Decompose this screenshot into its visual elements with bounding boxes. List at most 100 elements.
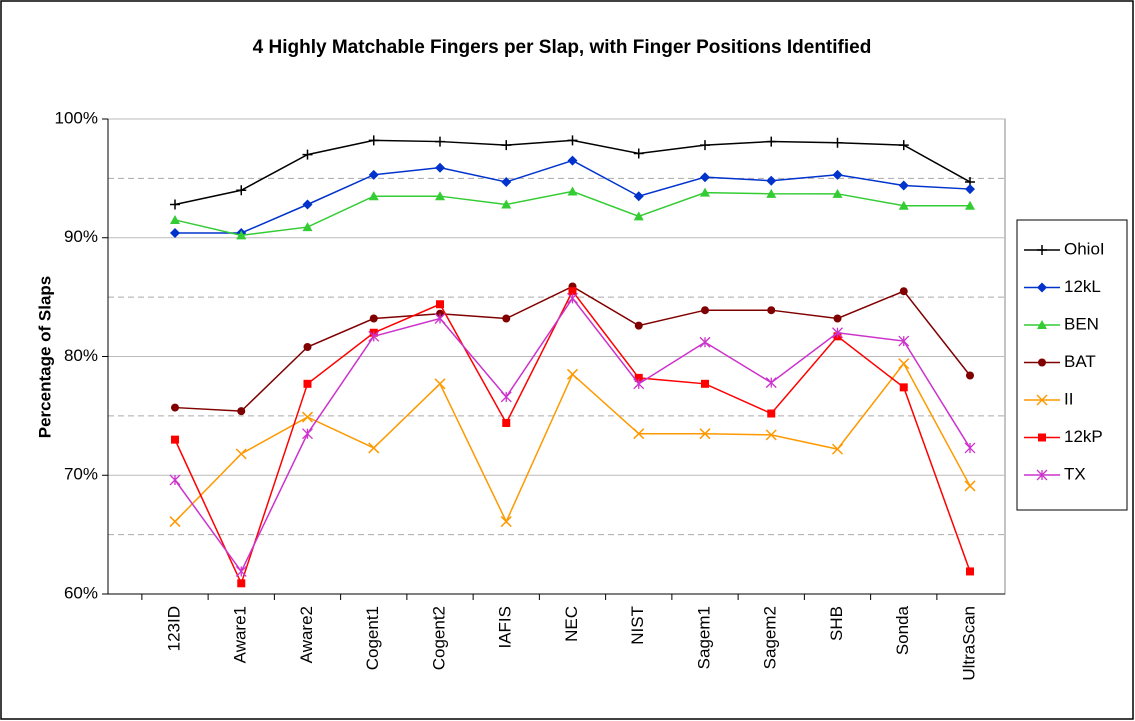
x-tick-label: UltraScan — [959, 606, 978, 681]
marker — [833, 314, 842, 323]
marker — [1037, 282, 1047, 293]
marker — [434, 313, 446, 324]
marker — [501, 176, 512, 187]
marker — [832, 188, 843, 198]
marker — [368, 135, 379, 146]
legend-box — [1016, 219, 1128, 511]
marker — [964, 442, 976, 454]
marker — [567, 155, 578, 166]
marker — [302, 199, 313, 210]
marker — [1038, 433, 1046, 442]
marker — [767, 306, 776, 315]
marker — [235, 448, 247, 460]
marker — [1037, 320, 1047, 329]
marker — [898, 200, 909, 210]
marker — [765, 429, 777, 441]
x-tick-label: Aware1 — [231, 606, 250, 663]
y-tick-label: 100% — [55, 108, 98, 127]
x-tick-label: 123ID — [164, 606, 183, 651]
marker — [368, 442, 380, 454]
marker — [567, 292, 578, 304]
x-tick-label: Cogent1 — [363, 606, 382, 670]
marker — [898, 358, 910, 370]
marker — [633, 378, 645, 390]
y-tick-label: 80% — [64, 346, 98, 365]
marker — [500, 391, 512, 403]
marker — [1036, 469, 1048, 481]
marker — [237, 407, 246, 416]
x-tick-label: IAFIS — [496, 606, 515, 649]
marker — [765, 377, 777, 389]
marker — [1037, 245, 1047, 255]
marker — [171, 403, 179, 412]
marker — [832, 327, 843, 339]
x-tick-label: Cogent2 — [429, 606, 448, 670]
marker — [700, 187, 710, 197]
marker — [832, 137, 843, 148]
marker — [236, 230, 247, 240]
marker — [701, 306, 709, 315]
marker — [633, 148, 644, 159]
y-axis-label: Percentage of Slaps — [35, 276, 54, 439]
marker — [368, 191, 379, 201]
marker — [634, 321, 643, 330]
marker — [831, 443, 844, 455]
y-tick-label: 60% — [64, 583, 98, 602]
marker — [701, 379, 709, 388]
marker — [369, 314, 378, 323]
marker — [436, 300, 444, 309]
y-tick-label: 90% — [64, 227, 98, 246]
marker — [302, 222, 313, 232]
marker — [966, 567, 974, 576]
marker — [303, 343, 312, 351]
marker — [302, 428, 313, 440]
marker — [170, 214, 180, 224]
x-tick-label: Aware2 — [297, 606, 316, 663]
marker — [766, 188, 777, 198]
marker — [898, 140, 909, 151]
marker — [368, 169, 379, 180]
legend-label: II — [1064, 389, 1073, 408]
marker — [767, 409, 776, 418]
legend-label: BEN — [1064, 314, 1099, 333]
marker — [303, 379, 312, 388]
legend-label: OhioI — [1064, 239, 1105, 258]
x-tick-label: NIST — [628, 606, 647, 645]
x-tick-label: Sonda — [893, 605, 912, 655]
x-tick-label: Sagem1 — [694, 606, 713, 669]
legend-label: TX — [1064, 464, 1086, 483]
marker — [634, 373, 643, 382]
marker — [301, 411, 314, 423]
marker — [237, 579, 246, 588]
marker — [500, 516, 512, 528]
marker — [171, 435, 179, 444]
marker — [964, 480, 976, 492]
marker — [633, 211, 644, 221]
marker — [368, 330, 380, 342]
marker — [566, 368, 579, 380]
marker — [766, 175, 777, 186]
x-tick-label: NEC — [562, 606, 581, 642]
x-tick-label: Sagem2 — [761, 606, 780, 669]
marker — [700, 172, 710, 183]
marker — [766, 136, 777, 147]
marker — [501, 140, 512, 151]
marker — [898, 335, 910, 347]
marker — [965, 184, 975, 195]
x-tick-label: SHB — [827, 606, 846, 641]
marker — [699, 428, 711, 440]
marker — [235, 565, 247, 577]
marker — [700, 140, 710, 151]
marker — [236, 185, 247, 196]
marker — [699, 336, 711, 348]
marker — [302, 149, 313, 160]
y-tick-label: 70% — [64, 465, 98, 484]
marker — [169, 474, 181, 486]
marker — [567, 135, 578, 146]
marker — [567, 186, 578, 196]
marker — [169, 516, 181, 528]
marker — [899, 287, 908, 296]
marker — [502, 314, 511, 323]
marker — [170, 199, 180, 210]
